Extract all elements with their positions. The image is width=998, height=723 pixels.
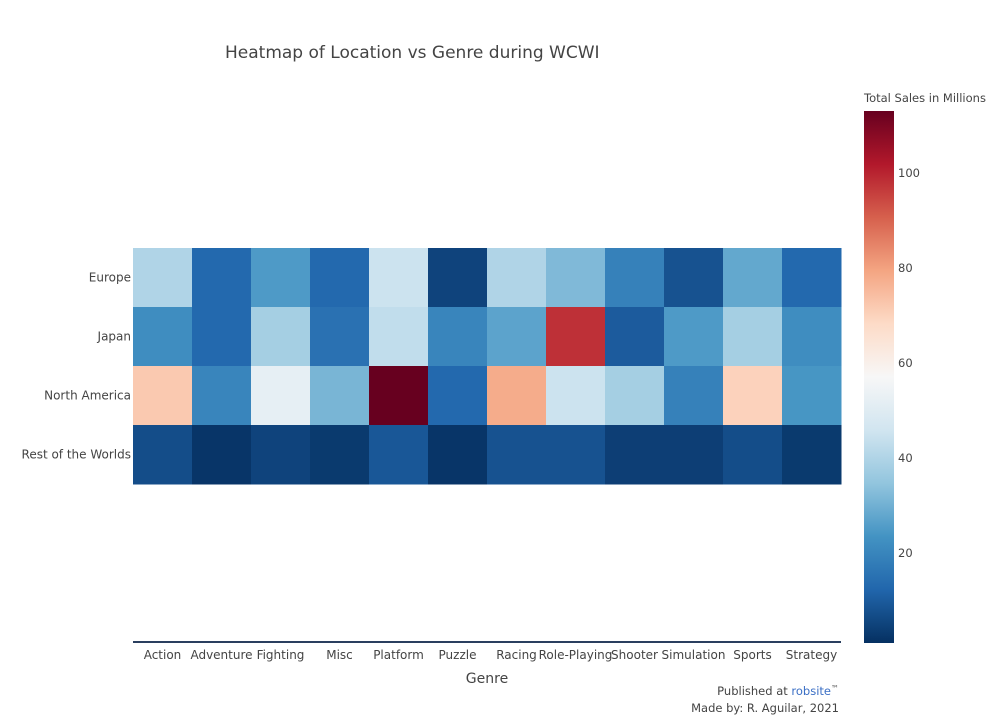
y-tick-label: North America [44,389,131,403]
heatmap-cell [546,425,606,485]
heatmap-cell [310,248,370,308]
heatmap-cell [782,307,842,367]
heatmap-cell [133,248,193,308]
x-tick-label: Strategy [786,648,837,662]
x-tick-label: Fighting [257,648,305,662]
colorbar-tick-label: 20 [898,546,913,560]
heatmap-cell [428,425,488,485]
heatmap-cell [310,307,370,367]
x-axis-title: Genre [466,671,508,687]
heatmap-cell [723,248,783,308]
x-tick-label: Platform [373,648,424,662]
heatmap-cell [192,248,252,308]
heatmap-cell [605,248,665,308]
y-tick-label: Japan [97,330,131,344]
x-tick-label: Adventure [190,648,252,662]
heatmap-cell [487,366,547,426]
x-tick-label: Puzzle [439,648,477,662]
y-tick-label: Europe [89,271,131,285]
colorbar-title: Total Sales in Millions [863,91,986,105]
heatmap-cell [133,307,193,367]
heatmap-cell [605,425,665,485]
x-tick-label: Role-Playing [539,648,613,662]
chart-title: Heatmap of Location vs Genre during WCWI [225,43,600,63]
published-at-text: Published at robsite™ [717,684,839,698]
heatmap-cell [251,307,311,367]
x-tick-label: Action [144,648,182,662]
heatmap-cell [428,366,488,426]
heatmap-cell [133,366,193,426]
heatmap-cell [782,248,842,308]
heatmap-cell [546,248,606,308]
made-by-text: Made by: R. Aguilar, 2021 [691,701,839,715]
heatmap-cell [546,366,606,426]
heatmap-cell [605,366,665,426]
heatmap-cell [192,307,252,367]
heatmap-cell [192,366,252,426]
x-tick-label: Simulation [662,648,726,662]
colorbar-ticks: 20 40 60 80 100 [898,166,920,560]
heatmap-cell [369,248,429,308]
robsite-link[interactable]: robsite [791,684,831,698]
colorbar [864,111,894,643]
heatmap-cell [251,425,311,485]
heatmap-cell [192,425,252,485]
heatmap-cell [782,425,842,485]
x-tick-label: Sports [733,648,771,662]
heatmap-cell [723,425,783,485]
heatmap-cell [310,425,370,485]
colorbar-tick-label: 40 [898,451,913,465]
heatmap-cell [546,307,606,367]
heatmap-cell [664,307,724,367]
heatmap-cell [487,307,547,367]
heatmap-cell [664,425,724,485]
x-axis-ticks: Action Adventure Fighting Misc Platform Puzzl… [144,648,838,662]
y-axis-ticks: Europe Japan North America Rest of the Worl… [22,271,131,462]
heatmap-cell [605,307,665,367]
colorbar-tick-label: 60 [898,356,913,370]
heatmap-cell [782,366,842,426]
colorbar-tick-label: 80 [898,261,913,275]
trademark-symbol: ™ [831,684,839,693]
heatmap-cells [133,248,842,485]
heatmap-cell [487,425,547,485]
heatmap-cell [369,307,429,367]
x-tick-label: Misc [326,648,353,662]
heatmap-cell [369,425,429,485]
heatmap-cell [487,248,547,308]
colorbar-tick-label: 100 [898,166,920,180]
y-tick-label: Rest of the Worlds [22,448,131,462]
heatmap-cell [310,366,370,426]
x-tick-label: Racing [496,648,537,662]
heatmap-cell [664,248,724,308]
x-tick-label: Shooter [611,648,658,662]
heatmap-cell [428,307,488,367]
heatmap-cell [251,248,311,308]
heatmap-cell [664,366,724,426]
heatmap-cell [133,425,193,485]
heatmap-cell [428,248,488,308]
heatmap-cell [723,366,783,426]
heatmap-cell [251,366,311,426]
heatmap-cell [369,366,429,426]
heatmap-cell [723,307,783,367]
